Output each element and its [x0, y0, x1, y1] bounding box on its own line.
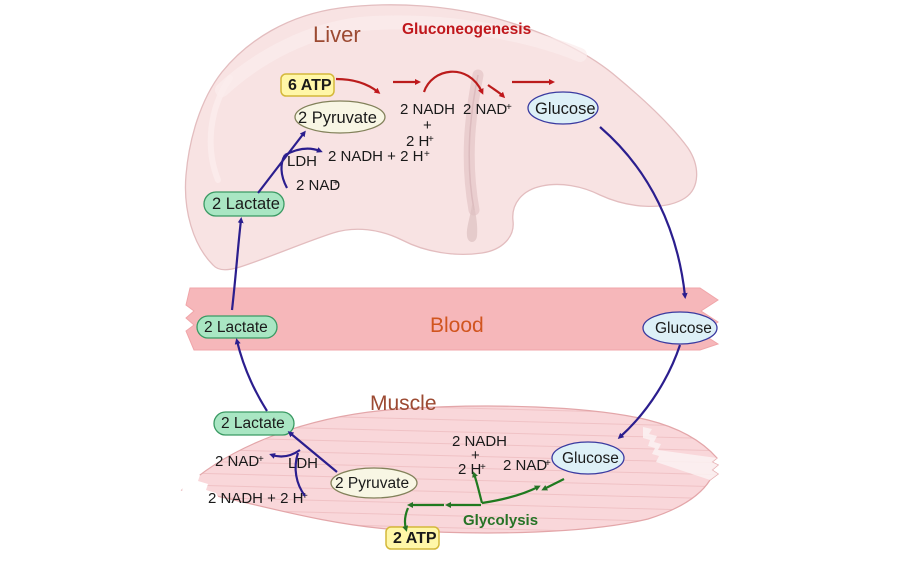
svg-text:2 ATP: 2 ATP	[393, 530, 437, 547]
svg-text:2 Lactate: 2 Lactate	[221, 415, 285, 432]
svg-text:2 Pyruvate: 2 Pyruvate	[298, 109, 377, 127]
svg-text:Glycolysis: Glycolysis	[463, 512, 538, 529]
svg-text:+: +	[545, 458, 551, 469]
svg-text:Glucose: Glucose	[655, 320, 712, 337]
svg-text:2 NAD: 2 NAD	[215, 453, 259, 470]
svg-text:6 ATP: 6 ATP	[288, 77, 332, 94]
svg-text:LDH: LDH	[287, 153, 317, 170]
svg-text:Gluconeogenesis: Gluconeogenesis	[402, 21, 531, 38]
svg-text:+: +	[423, 117, 432, 134]
svg-text:+: +	[506, 102, 512, 113]
svg-text:2 Pyruvate: 2 Pyruvate	[335, 475, 409, 492]
svg-text:2 NADH + 2 H: 2 NADH + 2 H	[208, 490, 303, 507]
svg-text:2 H: 2 H	[458, 461, 481, 478]
svg-text:Glucose: Glucose	[562, 450, 619, 467]
svg-text:2 Lactate: 2 Lactate	[212, 195, 280, 213]
svg-text:Glucose: Glucose	[535, 100, 596, 118]
svg-text:2 NADH: 2 NADH	[400, 101, 455, 118]
svg-text:+: +	[258, 454, 264, 465]
svg-text:+: +	[428, 134, 434, 145]
svg-text:LDH: LDH	[288, 455, 318, 472]
svg-text:2 NADH + 2 H: 2 NADH + 2 H	[328, 148, 423, 165]
svg-text:+: +	[333, 178, 339, 189]
svg-text:2 NAD: 2 NAD	[503, 457, 547, 474]
svg-text:+: +	[424, 149, 430, 160]
svg-text:Liver: Liver	[313, 22, 361, 47]
svg-text:2 Lactate: 2 Lactate	[204, 319, 268, 336]
svg-text:Muscle: Muscle	[370, 392, 437, 415]
svg-text:Blood: Blood	[430, 314, 484, 337]
svg-text:+: +	[480, 462, 486, 473]
svg-text:2 NAD: 2 NAD	[463, 101, 507, 118]
